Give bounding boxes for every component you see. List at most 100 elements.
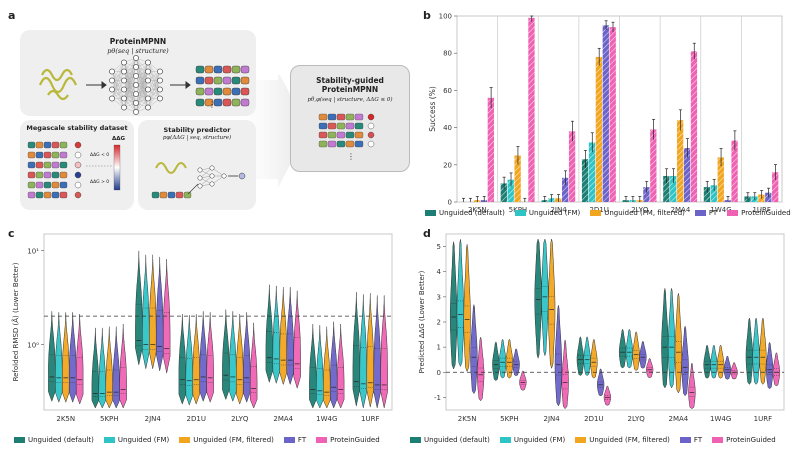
bar-1W4G-1 (710, 185, 718, 202)
bar-2D1U-3 (602, 25, 609, 202)
violin-5KPH-3 (112, 326, 120, 409)
violin-2LYQ-4 (646, 357, 654, 378)
x-tick-label-1W4G: 1W4G (710, 206, 731, 214)
violin-2D1U-3 (597, 368, 605, 397)
x-tick-label-1W4G: 1W4G (710, 415, 731, 423)
violin-2D1U-4 (603, 385, 612, 406)
violin-1W4G-3 (723, 355, 732, 380)
violin-1URF-4 (772, 352, 781, 387)
legend-swatch-protein_guided (727, 210, 739, 216)
violin-2MA4-0 (265, 284, 274, 384)
violin-1W4G-0 (309, 323, 317, 409)
plot-frame (43, 233, 393, 411)
bar-5KPH-2 (514, 155, 521, 202)
violin-1W4G-4 (730, 362, 738, 380)
x-tick-label-1URF: 1URF (361, 415, 379, 423)
violin-1W4G-2 (716, 344, 725, 379)
violin-2JN4-1 (541, 238, 549, 357)
legend-swatch-ft (679, 437, 691, 443)
panel-label-c: c (8, 227, 15, 240)
y-tick-label: 100 (439, 13, 452, 21)
violin-1URF-3 (766, 341, 774, 390)
bar-1URF-4 (772, 172, 779, 202)
legend-label-unguided_fm: Unguided (FM) (117, 436, 170, 444)
legend-label-ft: FT (693, 436, 703, 444)
y-tick-label: -1 (434, 394, 441, 402)
violin-2MA4-0 (661, 288, 669, 389)
panel-label-d: d (423, 227, 431, 240)
violin-1URF-0 (745, 317, 753, 385)
x-tick-label-2MA4: 2MA4 (669, 415, 689, 423)
legend-item-unguided_default: Unguided (default) (425, 209, 505, 217)
bar-1URF-3 (765, 192, 772, 202)
violin-1W4G-1 (710, 344, 718, 379)
violin-2JN4-0 (135, 250, 143, 365)
x-tick-label-2K5N: 2K5N (468, 206, 487, 214)
violin-2LYQ-1 (625, 328, 633, 369)
y-tick-label: 40 (443, 124, 452, 132)
ddg-negative-label: ΔΔG < 0 (90, 153, 110, 158)
violin-2LYQ-0 (222, 309, 230, 401)
bar-2D1U-1 (588, 142, 596, 202)
x-tick-label-2LYQ: 2LYQ (628, 415, 646, 423)
legend-swatch-unguided_fm_filtered (575, 437, 587, 443)
violin-2MA4-3 (286, 287, 294, 386)
violin-2D1U-3 (199, 311, 207, 403)
violin-5KPH-0 (492, 341, 500, 381)
x-tick-label-5KPH: 5KPH (500, 415, 519, 423)
x-tick-label-1URF: 1URF (754, 415, 772, 423)
plot-frame (445, 233, 785, 411)
x-tick-label-5KPH: 5KPH (100, 415, 119, 423)
bar-2D1U-4 (609, 27, 616, 202)
violin-1URF-1 (752, 317, 760, 385)
x-tick-label-2JN4: 2JN4 (544, 415, 561, 423)
x-tick-label-2LYQ: 2LYQ (231, 415, 249, 423)
violin-2LYQ-0 (618, 328, 627, 369)
violin-2LYQ-1 (229, 311, 237, 403)
x-tick-label-2JN4: 2JN4 (550, 206, 567, 214)
legend-item-unguided_fm: Unguided (FM) (103, 436, 170, 444)
y-axis-label: Success (%) (428, 86, 437, 132)
legend-item-unguided_fm: Unguided (FM) (499, 436, 565, 444)
violin-1URF-2 (759, 317, 767, 385)
violin-2K5N-0 (449, 241, 458, 370)
bar-2K5N-4 (487, 97, 494, 202)
panel-label-b: b (423, 9, 431, 22)
x-tick-label-1URF: 1URF (752, 206, 770, 214)
x-tick-label-2MA4: 2MA4 (671, 206, 691, 214)
x-tick-label-2MA4: 2MA4 (273, 415, 293, 423)
legend-label-protein_guided: ProteinGuided (741, 209, 791, 217)
y-tick-label: 0 (437, 369, 441, 377)
legend-swatch-protein_guided (316, 437, 328, 443)
legend-swatch-unguided_fm (514, 210, 526, 216)
violin-2JN4-3 (554, 305, 563, 407)
legend-item-unguided_fm_filtered: Unguided (FM, filtered) (590, 209, 685, 217)
y-tick-label: 20 (443, 161, 452, 169)
violin-2LYQ-4 (249, 322, 258, 409)
bar-5KPH-4 (528, 17, 535, 202)
y-tick-label: 3 (437, 293, 441, 301)
x-tick-label-2JN4: 2JN4 (145, 415, 162, 423)
legend-swatch-ft (283, 437, 295, 443)
legend-c: Unguided (default) Unguided (FM) Unguided … (14, 436, 380, 444)
legend-item-protein_guided: ProteinGuided (316, 436, 380, 444)
violin-2LYQ-3 (639, 340, 647, 369)
predictor-title: Stability predictor (163, 126, 231, 134)
guided-title-1: Stability-guided (316, 76, 384, 85)
bar-2MA4-0 (663, 175, 670, 202)
violin-5KPH-3 (512, 348, 520, 377)
violin-2LYQ-2 (632, 331, 640, 371)
legend-swatch-unguided_fm (499, 437, 511, 443)
y-tick-label: 2 (437, 319, 441, 327)
violin-2D1U-0 (178, 314, 187, 405)
stability-predictor-box: Stability predictor pφ(ΔΔG | seq, struct… (138, 120, 256, 210)
legend-item-protein_guided: ProteinGuided (712, 436, 776, 444)
arrow-icon (86, 81, 191, 89)
violin-2K5N-1 (55, 312, 63, 403)
legend-item-protein_guided: ProteinGuided (727, 209, 791, 217)
legend-item-unguided_default: Unguided (default) (410, 436, 490, 444)
violin-5KPH-4 (119, 323, 127, 409)
legend-d: Unguided (default) Unguided (FM) Unguided … (410, 436, 776, 444)
bar-2LYQ-3 (643, 187, 650, 202)
